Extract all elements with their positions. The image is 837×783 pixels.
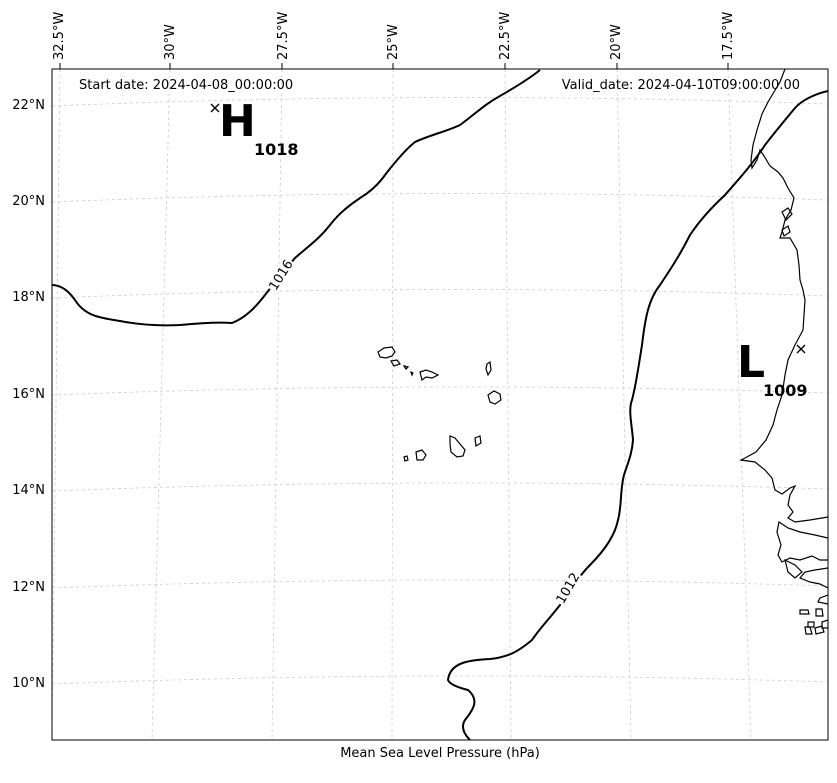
- island-sao-vicente: [390, 359, 401, 367]
- parallel-line: [52, 579, 828, 589]
- latitude-label: 14°N: [12, 483, 45, 498]
- latitude-label: 16°N: [12, 387, 45, 402]
- meridian-line: [151, 69, 171, 740]
- parallel-line: [52, 97, 828, 107]
- island-raso: [409, 370, 414, 377]
- islet: [781, 225, 791, 237]
- meridian-line: [391, 69, 394, 740]
- valid-date-label: Valid_date: 2024-04-10T09:00:00.00: [561, 78, 800, 93]
- meridian-line: [616, 69, 632, 740]
- longitude-label: 22.5°W: [498, 11, 513, 60]
- parallel-line: [52, 289, 828, 299]
- latitude-label: 22°N: [12, 98, 45, 113]
- island-sal: [485, 360, 492, 377]
- map-frame: [51, 68, 829, 741]
- longitude-label: 20°W: [609, 24, 624, 60]
- latitude-label: 20°N: [12, 194, 45, 209]
- isobar-1016: [52, 69, 541, 327]
- africa-coast: [739, 69, 828, 605]
- latitude-label: 12°N: [12, 580, 45, 595]
- island-bijagos: [815, 608, 824, 617]
- meridian-line: [504, 69, 512, 740]
- latitude-label: 10°N: [12, 676, 45, 691]
- island-santiago: [449, 435, 466, 458]
- low-center-marker: [796, 344, 806, 354]
- island-fogo: [415, 449, 427, 461]
- graticule: [52, 69, 828, 740]
- island-boa-vista: [487, 390, 502, 405]
- island-bijagos: [804, 626, 813, 635]
- island-bijagos: [821, 619, 828, 629]
- island-santo-antao: [377, 346, 396, 359]
- coastline: [377, 69, 828, 635]
- islet: [781, 207, 793, 222]
- meridian-line: [727, 69, 752, 740]
- parallel-line: [52, 675, 828, 685]
- low-pressure-value: 1009: [763, 381, 808, 400]
- longitude-label: 25°W: [386, 24, 401, 60]
- meridian-line: [271, 69, 283, 740]
- low-pressure-letter: L: [737, 337, 766, 388]
- longitude-label: 27.5°W: [276, 11, 291, 60]
- high-pressure-value: 1018: [254, 140, 299, 159]
- island-sao-nicolau: [419, 369, 440, 382]
- meridian-line: [52, 69, 61, 740]
- parallel-line: [52, 386, 828, 396]
- island-bijagos: [814, 625, 825, 635]
- island-bijagos: [807, 621, 815, 628]
- longitude-label: 30°W: [163, 24, 178, 60]
- high-pressure-letter: H: [219, 96, 256, 147]
- parallel-line: [52, 482, 828, 492]
- latitude-label: 18°N: [12, 290, 45, 305]
- coast-bay: [784, 558, 803, 579]
- start-date-label: Start date: 2024-04-08_00:00:00: [79, 78, 294, 93]
- island-bijagos: [799, 609, 810, 615]
- island-maio: [474, 435, 482, 447]
- parallel-line: [52, 193, 828, 203]
- high-center-marker: [210, 103, 220, 113]
- longitude-label: 32.5°W: [52, 11, 67, 60]
- island-brava: [403, 455, 409, 462]
- longitude-label: 17.5°W: [721, 11, 736, 60]
- map-caption: Mean Sea Level Pressure (hPa): [340, 746, 540, 761]
- island-santa-luzia: [402, 365, 410, 370]
- isobar-1012: [446, 90, 828, 740]
